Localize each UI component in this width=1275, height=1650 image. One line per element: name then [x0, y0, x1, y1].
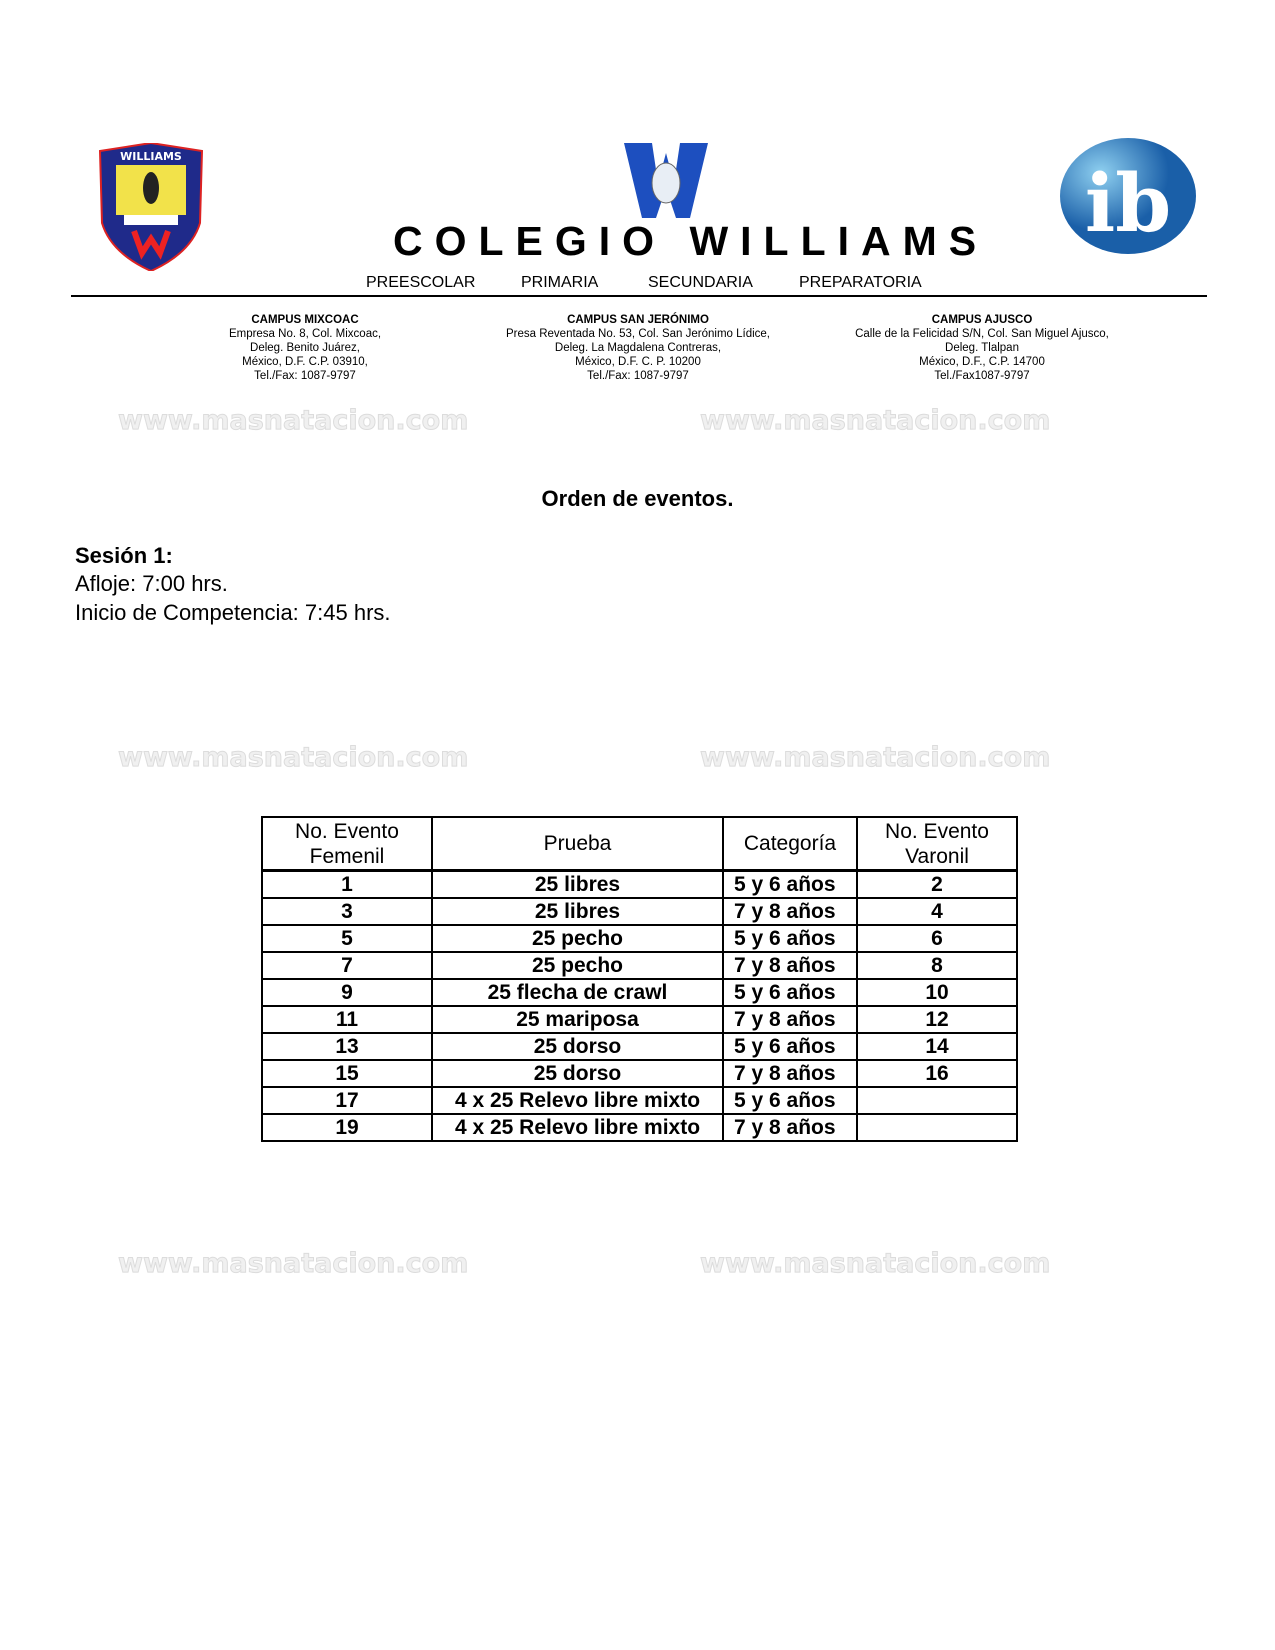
cell-femenil-number: 19 — [261, 1113, 433, 1142]
cell-prueba: 25 libres — [431, 869, 724, 899]
cell-femenil-number: 13 — [261, 1032, 433, 1061]
campus-san-jeronimo: CAMPUS SAN JERÓNIMO Presa Reventada No. … — [478, 313, 798, 383]
cell-femenil-number: 5 — [261, 924, 433, 953]
level-preparatoria: PREPARATORIA — [799, 274, 922, 291]
campus-line: Deleg. La Magdalena Contreras, — [554, 342, 722, 354]
cell-varonil-number: 4 — [856, 897, 1018, 926]
campus-name: CAMPUS SAN JERÓNIMO — [567, 314, 709, 326]
cell-prueba: 25 flecha de crawl — [431, 978, 724, 1007]
cell-varonil-number: 8 — [856, 951, 1018, 980]
ib-logo: ib — [1060, 138, 1196, 254]
table-row: 13 25 dorso 5 y 6 años 14 — [261, 1032, 1018, 1061]
cell-varonil-number: 12 — [856, 1005, 1018, 1034]
campus-name: CAMPUS AJUSCO — [931, 314, 1033, 326]
campus-mixcoac: CAMPUS MIXCOAC Empresa No. 8, Col. Mixco… — [145, 313, 465, 383]
level-preescolar: PREESCOLAR — [366, 274, 476, 291]
cell-prueba: 25 pecho — [431, 951, 724, 980]
cell-categoria: 5 y 6 años — [722, 1032, 858, 1061]
cell-prueba: 25 mariposa — [431, 1005, 724, 1034]
table-row: 15 25 dorso 7 y 8 años 16 — [261, 1059, 1018, 1088]
table-row: 3 25 libres 7 y 8 años 4 — [261, 897, 1018, 926]
campus-line: Deleg. Tlalpan — [945, 342, 1019, 354]
cell-varonil-number: 6 — [856, 924, 1018, 953]
cell-femenil-number: 7 — [261, 951, 433, 980]
cell-femenil-number: 17 — [261, 1086, 433, 1115]
cell-prueba: 25 dorso — [431, 1032, 724, 1061]
cell-categoria: 5 y 6 años — [722, 924, 858, 953]
cell-prueba: 4 x 25 Relevo libre mixto — [431, 1113, 724, 1142]
table-row: 1 25 libres 5 y 6 años 2 — [261, 869, 1018, 899]
ib-lettering: ib — [1085, 156, 1171, 250]
cell-varonil-number: 16 — [856, 1059, 1018, 1088]
watermark: www.masnatacion.com — [699, 742, 1051, 774]
campus-line: México, D.F. C.P. 03910, — [242, 356, 368, 368]
events-table: No. Evento Femenil Prueba Categoría No. … — [261, 816, 1018, 1142]
campus-line: Presa Reventada No. 53, Col. San Jerónim… — [505, 328, 770, 340]
cell-prueba: 25 pecho — [431, 924, 724, 953]
cell-varonil-number — [856, 1113, 1018, 1142]
watermark: www.masnatacion.com — [117, 405, 469, 437]
cell-prueba: 25 libres — [431, 897, 724, 926]
cell-femenil-number: 3 — [261, 897, 433, 926]
school-name: COLEGIO WILLIAMS — [393, 218, 989, 264]
table-row: 17 4 x 25 Relevo libre mixto 5 y 6 años — [261, 1086, 1018, 1115]
table-row: 19 4 x 25 Relevo libre mixto 7 y 8 años — [261, 1113, 1018, 1142]
campus-line: Calle de la Felicidad S/N, Col. San Migu… — [855, 328, 1109, 340]
table-row: 9 25 flecha de crawl 5 y 6 años 10 — [261, 978, 1018, 1007]
school-crest-logo: WILLIAMS — [98, 143, 204, 271]
watermark: www.masnatacion.com — [699, 1248, 1051, 1280]
watermark: www.masnatacion.com — [117, 1248, 469, 1280]
header-femenil: No. Evento Femenil — [261, 816, 433, 872]
w-logo — [624, 143, 708, 218]
cell-categoria: 5 y 6 años — [722, 869, 858, 899]
watermark: www.masnatacion.com — [699, 405, 1051, 437]
start-time: Inicio de Competencia: 7:45 hrs. — [75, 600, 391, 625]
campus-ajusco: CAMPUS AJUSCO Calle de la Felicidad S/N,… — [822, 313, 1142, 383]
campus-line: Deleg. Benito Juárez, — [250, 342, 360, 354]
cell-categoria: 7 y 8 años — [722, 1005, 858, 1034]
cell-prueba: 4 x 25 Relevo libre mixto — [431, 1086, 724, 1115]
cell-categoria: 7 y 8 años — [722, 1113, 858, 1142]
campus-line: México, D.F., C.P. 14700 — [919, 356, 1045, 368]
cell-varonil-number: 14 — [856, 1032, 1018, 1061]
campus-line: Tel./Fax: 1087-9797 — [587, 370, 689, 382]
campus-line: Empresa No. 8, Col. Mixcoac, — [228, 328, 382, 340]
header-categoria: Categoría — [722, 816, 858, 872]
campus-name: CAMPUS MIXCOAC — [251, 314, 359, 326]
table-row: 11 25 mariposa 7 y 8 años 12 — [261, 1005, 1018, 1034]
page-title: Orden de eventos. — [541, 486, 734, 511]
cell-categoria: 7 y 8 años — [722, 951, 858, 980]
table-header-row: No. Evento Femenil Prueba Categoría No. … — [261, 816, 1018, 872]
warmup-time: Afloje: 7:00 hrs. — [75, 571, 228, 596]
cell-varonil-number — [856, 1086, 1018, 1115]
session-label: Sesión 1: — [75, 543, 173, 568]
cell-categoria: 7 y 8 años — [722, 897, 858, 926]
cell-categoria: 5 y 6 años — [722, 978, 858, 1007]
table-row: 5 25 pecho 5 y 6 años 6 — [261, 924, 1018, 953]
cell-categoria: 5 y 6 años — [722, 1086, 858, 1115]
header-prueba: Prueba — [431, 816, 724, 872]
cell-varonil-number: 10 — [856, 978, 1018, 1007]
campus-line: Tel./Fax1087-9797 — [934, 370, 1030, 382]
watermark: www.masnatacion.com — [117, 742, 469, 774]
table-row: 7 25 pecho 7 y 8 años 8 — [261, 951, 1018, 980]
cell-femenil-number: 11 — [261, 1005, 433, 1034]
level-primaria: PRIMARIA — [521, 274, 599, 291]
cell-femenil-number: 15 — [261, 1059, 433, 1088]
header-varonil: No. Evento Varonil — [856, 816, 1018, 872]
cell-categoria: 7 y 8 años — [722, 1059, 858, 1088]
crest-lettering: WILLIAMS — [120, 150, 182, 163]
header-divider — [71, 295, 1207, 297]
cell-prueba: 25 dorso — [431, 1059, 724, 1088]
campus-line: Tel./Fax: 1087-9797 — [254, 370, 356, 382]
level-secundaria: SECUNDARIA — [648, 274, 753, 291]
cell-femenil-number: 1 — [261, 869, 433, 899]
cell-femenil-number: 9 — [261, 978, 433, 1007]
cell-varonil-number: 2 — [856, 869, 1018, 899]
campus-line: México, D.F. C. P. 10200 — [575, 356, 701, 368]
